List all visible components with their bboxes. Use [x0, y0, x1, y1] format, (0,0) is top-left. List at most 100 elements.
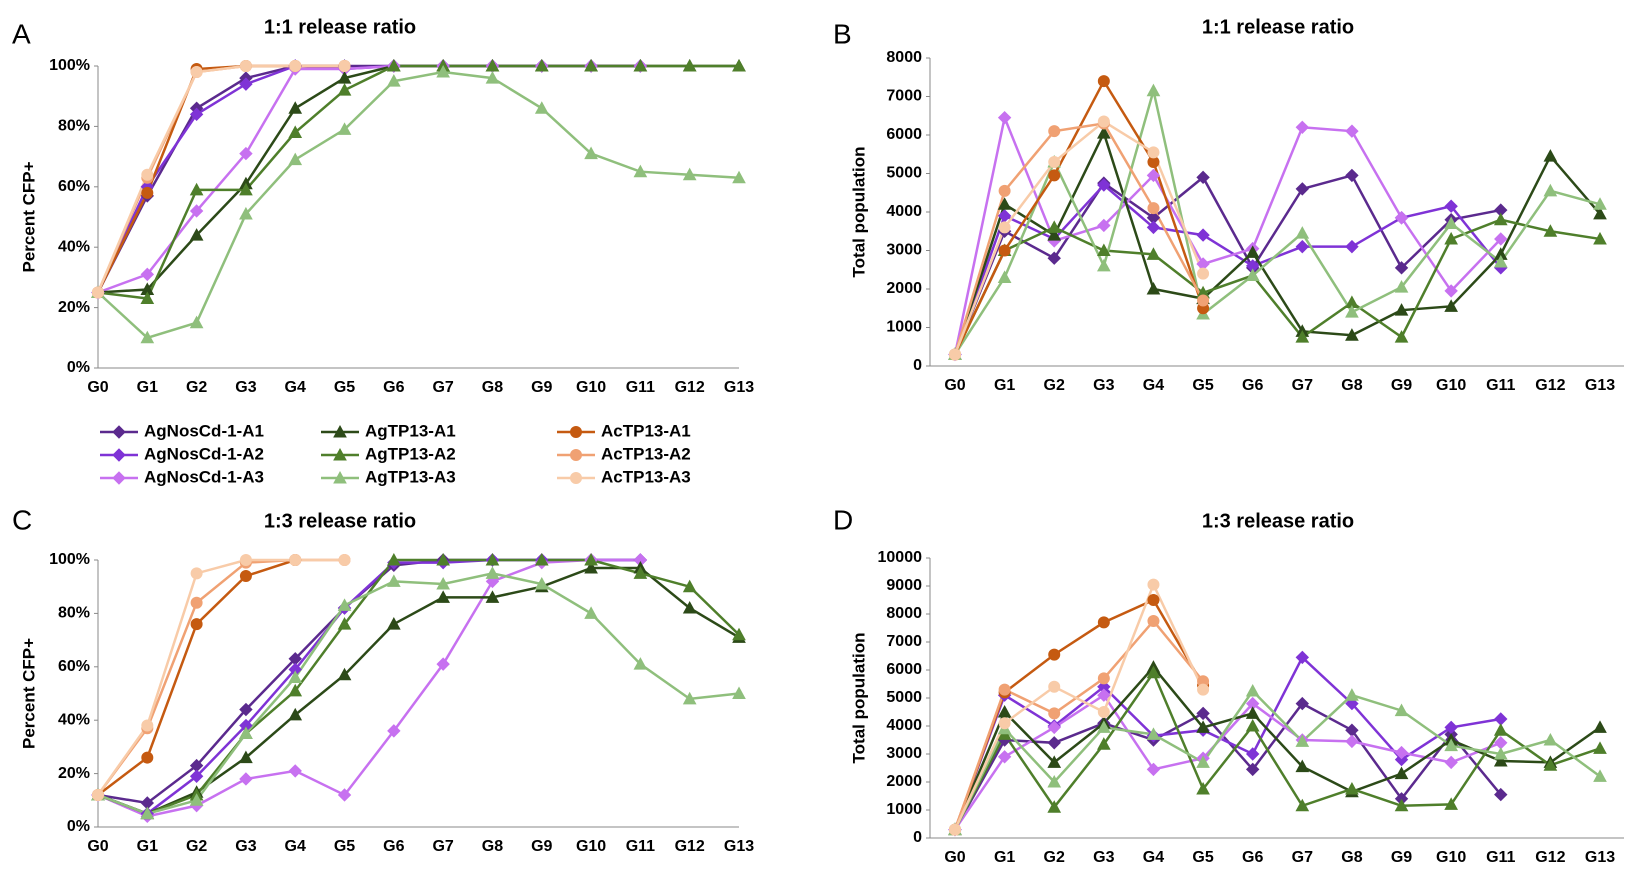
series-line — [953, 619, 1205, 831]
x-tick-label: G5 — [1192, 849, 1213, 866]
point-marker — [633, 58, 648, 72]
point-marker — [1295, 734, 1310, 747]
series-line — [953, 689, 1601, 831]
point-marker — [1295, 650, 1310, 665]
x-tick-label: G5 — [334, 379, 355, 396]
point-marker — [682, 167, 697, 181]
x-tick-label: G1 — [994, 849, 1015, 866]
legend-marker — [333, 424, 347, 438]
point-marker — [1048, 169, 1061, 182]
point-marker — [584, 146, 598, 160]
point-marker — [1345, 328, 1359, 341]
y-tick-label: 7000 — [886, 633, 922, 650]
point-marker — [534, 58, 549, 72]
point-marker — [337, 83, 352, 96]
point-marker — [190, 618, 203, 631]
y-tick-label: 0 — [913, 829, 922, 846]
point-marker — [949, 348, 961, 361]
x-tick-label: G11 — [626, 379, 655, 396]
y-tick-label: 10000 — [878, 549, 923, 566]
point-marker — [534, 576, 549, 590]
point-marker — [288, 101, 303, 114]
series-line — [953, 113, 1502, 355]
legend-marker — [333, 447, 347, 461]
point-marker — [239, 750, 253, 764]
point-marker — [387, 552, 401, 566]
x-tick-label: G11 — [626, 838, 655, 855]
point-marker — [1345, 781, 1359, 795]
series-line — [96, 64, 641, 294]
y-tick-label: 3000 — [886, 745, 922, 762]
point-marker — [239, 182, 253, 196]
point-marker — [1543, 224, 1558, 237]
x-tick-label: G12 — [675, 838, 705, 855]
chart-title: 1:3 release ratio — [264, 510, 416, 532]
point-marker — [485, 552, 500, 566]
point-marker — [1147, 146, 1160, 159]
x-tick-label: G13 — [724, 838, 754, 855]
y-tick-label: 20% — [58, 765, 90, 782]
x-tick-label: G1 — [137, 838, 158, 855]
point-marker — [998, 221, 1011, 234]
point-marker — [239, 570, 252, 583]
point-marker — [1097, 616, 1110, 629]
point-marker — [239, 77, 253, 91]
point-marker — [732, 627, 746, 641]
panel-label: A — [12, 18, 31, 49]
y-axis-label: Total population — [849, 147, 868, 278]
point-marker — [337, 788, 352, 802]
point-marker — [288, 125, 303, 138]
point-marker — [1245, 683, 1260, 697]
point-marker — [1593, 741, 1607, 754]
point-marker — [1196, 720, 1210, 733]
point-marker — [1047, 228, 1062, 241]
point-marker — [1097, 258, 1111, 272]
point-marker — [1245, 747, 1260, 761]
point-marker — [338, 554, 351, 566]
point-marker — [682, 579, 697, 593]
point-marker — [1047, 251, 1061, 265]
x-tick-label: G2 — [186, 379, 207, 396]
legend-label: AgNosCd-1-A3 — [144, 467, 264, 486]
x-tick-label: G7 — [432, 838, 453, 855]
point-marker — [584, 552, 598, 566]
point-marker — [288, 683, 303, 697]
y-tick-label: 80% — [58, 118, 90, 135]
x-tick-label: G4 — [285, 379, 306, 396]
legend-label: AcTP13-A2 — [601, 444, 691, 463]
x-tick-label: G13 — [724, 379, 754, 396]
chart-title: 1:1 release ratio — [1202, 16, 1354, 38]
point-marker — [1047, 736, 1061, 750]
series-line — [953, 183, 1502, 355]
point-marker — [1147, 594, 1160, 606]
point-marker — [1146, 281, 1161, 295]
series-line — [97, 64, 739, 294]
y-tick-label: 2000 — [886, 773, 922, 790]
y-tick-label: 40% — [58, 711, 90, 728]
point-marker — [633, 164, 648, 178]
series-line — [96, 558, 345, 796]
point-marker — [337, 598, 352, 611]
series-line — [953, 218, 1601, 355]
x-tick-label: G0 — [87, 838, 108, 855]
legend-label: AgNosCd-1-A2 — [144, 444, 264, 463]
x-tick-label: G9 — [531, 838, 552, 855]
point-marker — [1097, 720, 1111, 733]
y-tick-label: 4000 — [886, 717, 922, 734]
series-line — [953, 119, 1205, 355]
x-tick-label: G2 — [1044, 849, 1065, 866]
y-axis-label: Total population — [849, 633, 868, 764]
point-marker — [1444, 299, 1458, 312]
legend-label: AgTP13-A2 — [365, 444, 456, 463]
x-tick-label: G4 — [1143, 849, 1164, 866]
point-marker — [1394, 280, 1409, 293]
y-axis-label: Percent CFP+ — [19, 161, 38, 272]
y-tick-label: 80% — [58, 605, 90, 622]
point-marker — [584, 606, 598, 619]
y-tick-label: 20% — [58, 299, 90, 316]
point-marker — [1394, 703, 1409, 717]
point-marker — [1147, 615, 1160, 627]
point-marker — [140, 267, 155, 282]
point-marker — [189, 315, 204, 329]
legend-label: AgTP13-A1 — [365, 421, 456, 440]
